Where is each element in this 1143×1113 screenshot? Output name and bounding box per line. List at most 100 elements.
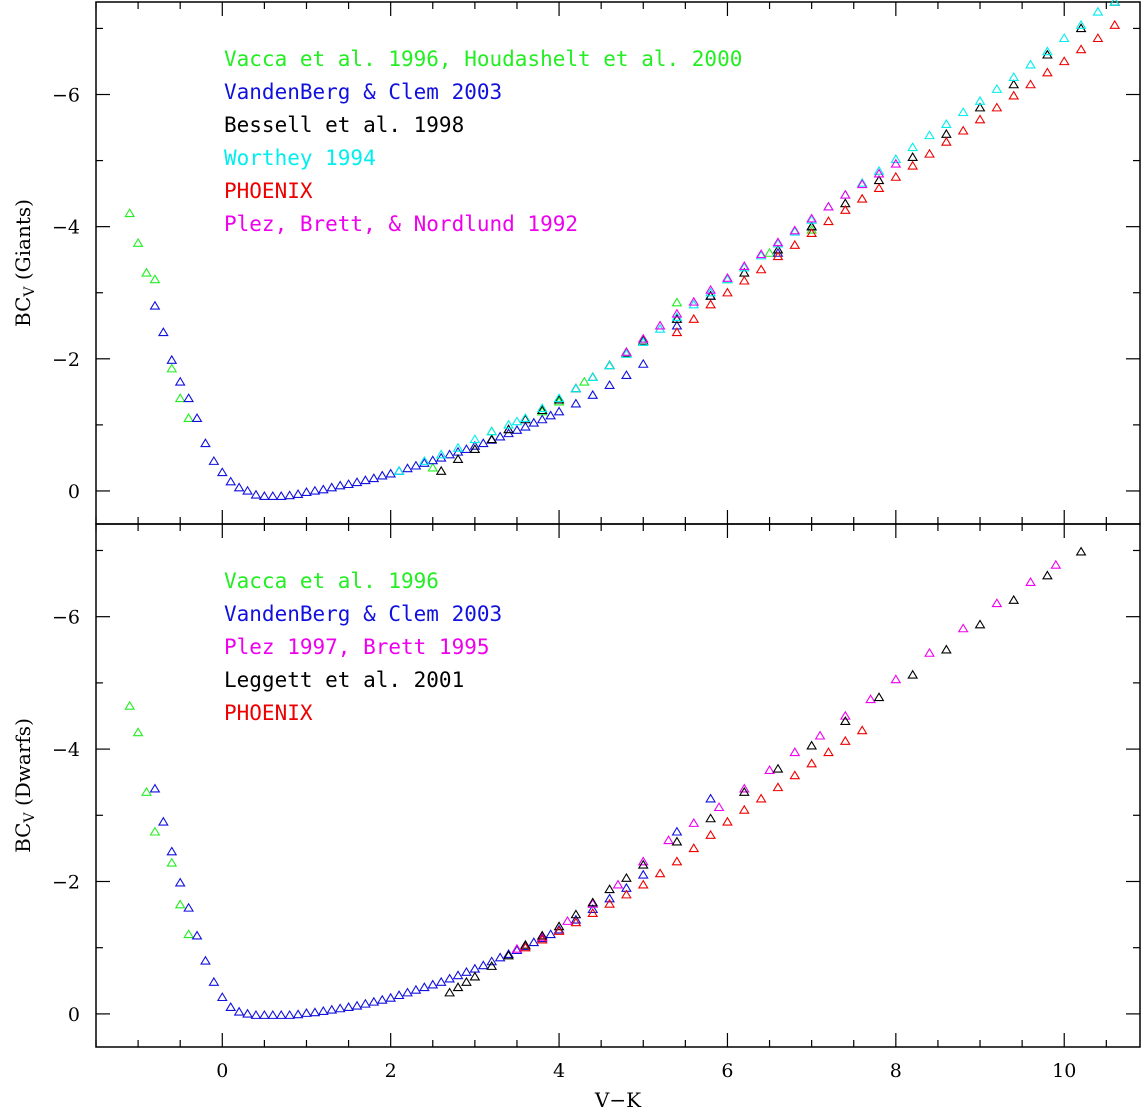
data-point bbox=[823, 747, 834, 757]
data-point bbox=[1025, 79, 1036, 89]
data-point bbox=[587, 898, 599, 908]
data-point bbox=[477, 438, 489, 448]
data-point bbox=[637, 856, 649, 866]
plot-frame bbox=[95, 523, 1141, 1048]
y-tick-label: −4 bbox=[52, 739, 80, 761]
legend-entry: PHOENIX bbox=[224, 179, 313, 203]
data-point bbox=[621, 872, 632, 882]
data-point bbox=[553, 394, 565, 404]
data-point bbox=[452, 453, 464, 463]
data-point bbox=[200, 438, 211, 448]
data-point bbox=[1050, 559, 1062, 569]
data-point bbox=[385, 468, 397, 478]
series-0 bbox=[124, 700, 194, 939]
data-point bbox=[940, 128, 952, 138]
data-point bbox=[536, 405, 548, 415]
data-point bbox=[225, 1002, 237, 1011]
data-point bbox=[157, 816, 169, 826]
data-point bbox=[1008, 72, 1020, 82]
data-point bbox=[486, 426, 498, 436]
data-point bbox=[587, 372, 599, 382]
data-point bbox=[705, 813, 716, 823]
data-point bbox=[553, 925, 565, 935]
data-point bbox=[486, 434, 498, 444]
data-point bbox=[755, 250, 767, 260]
data-point bbox=[755, 793, 767, 803]
data-point bbox=[284, 490, 296, 500]
data-point bbox=[351, 477, 363, 487]
data-point bbox=[1008, 594, 1020, 604]
data-point bbox=[722, 287, 733, 297]
data-point bbox=[856, 193, 868, 203]
data-point bbox=[536, 414, 548, 424]
data-point bbox=[772, 238, 784, 248]
data-point bbox=[755, 249, 767, 259]
data-point bbox=[1058, 33, 1070, 43]
data-point bbox=[940, 136, 952, 146]
data-point bbox=[494, 431, 506, 441]
data-point bbox=[1075, 19, 1087, 29]
data-point bbox=[991, 598, 1003, 608]
data-point bbox=[663, 835, 674, 845]
data-point bbox=[713, 802, 725, 812]
data-point bbox=[1008, 90, 1020, 100]
data-point bbox=[317, 484, 329, 494]
x-tick-label: 10 bbox=[1052, 1060, 1076, 1082]
data-point bbox=[418, 982, 430, 992]
data-point bbox=[402, 463, 413, 473]
data-point bbox=[469, 971, 481, 981]
data-point bbox=[957, 107, 969, 117]
data-point bbox=[149, 783, 161, 793]
data-point bbox=[705, 299, 716, 309]
data-point bbox=[511, 945, 523, 955]
data-point bbox=[604, 898, 615, 908]
data-point bbox=[671, 856, 683, 866]
data-point bbox=[486, 426, 498, 436]
y-tick-label: −6 bbox=[52, 85, 80, 107]
data-point bbox=[722, 816, 733, 826]
data-point bbox=[789, 747, 801, 757]
data-point bbox=[570, 917, 582, 927]
data-point bbox=[1042, 570, 1053, 580]
data-point bbox=[890, 153, 902, 163]
data-point bbox=[418, 455, 430, 465]
data-point bbox=[520, 941, 531, 951]
data-point bbox=[688, 843, 700, 853]
data-point bbox=[452, 970, 464, 980]
x-tick-label: 4 bbox=[553, 1060, 565, 1082]
data-point bbox=[410, 460, 422, 470]
data-point bbox=[722, 274, 733, 284]
data-point bbox=[124, 208, 136, 218]
data-point bbox=[764, 765, 775, 774]
data-point bbox=[444, 987, 455, 997]
data-point bbox=[907, 669, 919, 679]
data-point bbox=[924, 130, 935, 140]
data-point bbox=[570, 914, 582, 924]
data-point bbox=[1025, 59, 1036, 69]
y-tick-label: −2 bbox=[52, 871, 80, 893]
data-point bbox=[755, 264, 767, 274]
data-point bbox=[309, 485, 321, 495]
data-point bbox=[671, 308, 683, 318]
data-point bbox=[343, 479, 354, 489]
data-point bbox=[671, 836, 683, 846]
y-tick-label: −4 bbox=[52, 217, 80, 239]
data-point bbox=[789, 770, 801, 780]
data-point bbox=[1025, 576, 1036, 586]
data-point bbox=[284, 1009, 296, 1019]
data-point bbox=[267, 1009, 279, 1019]
data-point bbox=[393, 465, 405, 475]
data-point bbox=[275, 1009, 287, 1019]
data-point bbox=[621, 889, 632, 899]
series-3 bbox=[444, 546, 1087, 997]
data-point bbox=[562, 915, 573, 925]
data-point bbox=[503, 424, 514, 434]
data-point bbox=[1075, 44, 1087, 54]
data-point bbox=[1008, 79, 1020, 89]
data-point bbox=[166, 354, 178, 364]
data-point bbox=[604, 884, 615, 894]
data-point bbox=[705, 793, 716, 803]
legend-entry: Bessell et al. 1998 bbox=[224, 113, 464, 137]
data-point bbox=[393, 990, 405, 1000]
data-point bbox=[705, 287, 716, 297]
